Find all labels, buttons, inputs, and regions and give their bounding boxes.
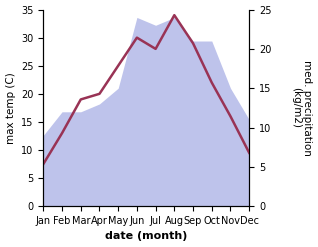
Y-axis label: max temp (C): max temp (C): [5, 72, 16, 144]
X-axis label: date (month): date (month): [105, 231, 187, 242]
Y-axis label: med. precipitation
(kg/m2): med. precipitation (kg/m2): [291, 60, 313, 156]
